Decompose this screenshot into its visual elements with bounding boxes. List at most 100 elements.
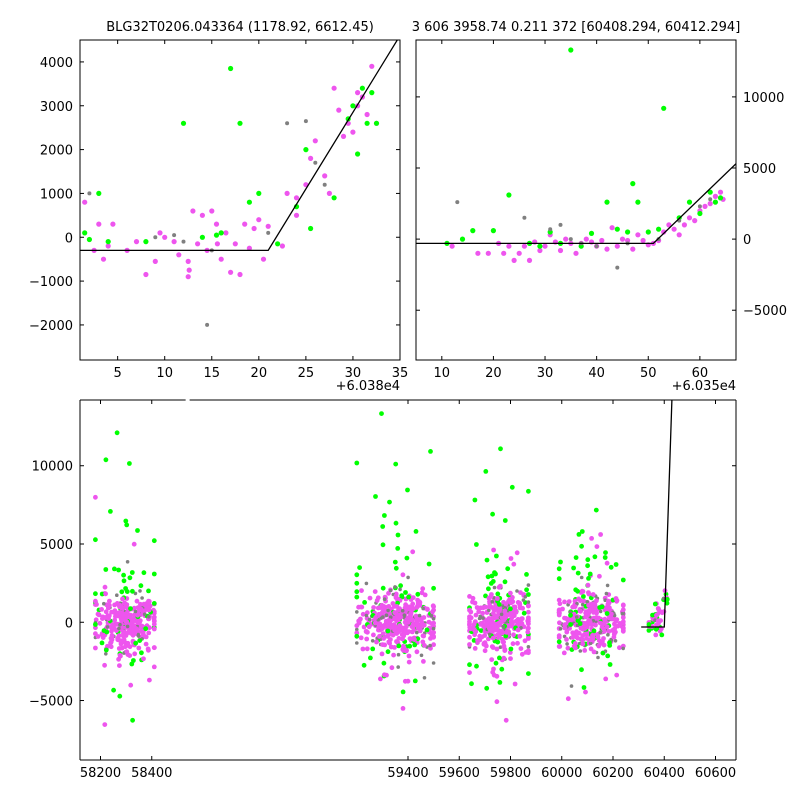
data-point-magenta xyxy=(431,642,436,648)
plot-frame xyxy=(79,39,401,361)
data-point-green xyxy=(579,529,585,534)
data-point-magenta xyxy=(625,237,631,244)
data-point-green xyxy=(412,678,418,684)
data-point-magenta xyxy=(108,644,114,650)
data-point-magenta xyxy=(146,630,152,636)
data-point-magenta xyxy=(571,643,577,649)
data-point-magenta xyxy=(409,617,415,623)
data-point-magenta xyxy=(107,602,112,608)
data-point-magenta xyxy=(218,256,224,262)
data-point-gray xyxy=(515,589,519,593)
data-point-magenta xyxy=(190,208,196,214)
data-point-magenta xyxy=(394,639,399,644)
x-tick-label: 15 xyxy=(203,366,220,381)
data-point-magenta xyxy=(94,602,99,607)
data-point-green xyxy=(368,655,373,661)
data-point-gray xyxy=(398,587,402,592)
data-point-magenta xyxy=(402,678,408,684)
data-point-magenta xyxy=(599,237,605,244)
data-point-green xyxy=(635,199,641,205)
data-point-gray xyxy=(490,600,495,604)
data-point-gray xyxy=(526,583,531,587)
data-point-green xyxy=(428,449,433,454)
x-tick-label: 35 xyxy=(392,366,409,381)
data-point-green xyxy=(652,601,658,607)
data-point-gray xyxy=(594,244,599,249)
data-point-magenta xyxy=(702,203,708,209)
data-point-magenta xyxy=(609,225,615,231)
data-point-green xyxy=(143,626,149,632)
data-point-green xyxy=(382,513,387,518)
data-point-magenta xyxy=(503,601,509,607)
data-point-green xyxy=(459,236,466,242)
data-point-magenta xyxy=(410,629,415,635)
data-point-magenta xyxy=(358,604,364,610)
data-point-green xyxy=(103,567,109,572)
data-point-magenta xyxy=(600,639,605,645)
y-tick-label: 5000 xyxy=(40,538,73,553)
data-point-magenta xyxy=(364,636,370,642)
data-point-magenta xyxy=(519,651,525,657)
data-point-green xyxy=(537,243,543,249)
data-point-green xyxy=(625,229,631,235)
data-point-green xyxy=(246,199,252,205)
data-point-gray xyxy=(565,642,569,646)
data-point-magenta xyxy=(583,689,588,695)
data-point-gray xyxy=(578,649,583,653)
data-point-magenta xyxy=(102,662,107,668)
y-tick-label: −1000 xyxy=(29,275,73,290)
data-point-magenta xyxy=(381,636,387,641)
data-point-magenta xyxy=(127,653,133,658)
data-point-gray xyxy=(558,627,563,631)
data-point-gray xyxy=(621,646,625,651)
data-point-green xyxy=(495,591,501,597)
data-point-gray xyxy=(384,613,389,617)
data-point-magenta xyxy=(497,583,503,589)
data-point-green xyxy=(237,120,243,126)
data-point-gray xyxy=(429,614,434,618)
data-point-green xyxy=(581,594,586,599)
data-point-magenta xyxy=(377,612,382,617)
data-point-magenta xyxy=(514,550,520,556)
data-point-magenta xyxy=(430,603,436,609)
data-point-magenta xyxy=(620,603,626,608)
data-point-magenta xyxy=(308,155,314,161)
data-point-gray xyxy=(615,265,620,270)
data-point-magenta xyxy=(403,648,409,654)
x-tick-label: 59800 xyxy=(490,766,531,781)
data-point-green xyxy=(129,661,135,667)
data-point-magenta xyxy=(522,638,528,644)
data-point-gray xyxy=(303,119,308,124)
data-point-green xyxy=(303,147,309,153)
data-point-magenta xyxy=(659,610,665,616)
data-point-gray xyxy=(417,613,422,618)
data-point-magenta xyxy=(400,572,406,578)
x-tick-label: 10 xyxy=(156,366,173,381)
y-tick-label: 10000 xyxy=(743,91,784,106)
data-point-magenta xyxy=(350,129,356,135)
data-point-magenta xyxy=(132,630,138,636)
data-point-magenta xyxy=(390,601,396,606)
data-point-magenta xyxy=(564,629,570,635)
data-point-magenta xyxy=(520,605,525,611)
data-point-gray xyxy=(598,609,603,614)
data-point-green xyxy=(508,606,513,612)
data-point-gray xyxy=(367,617,372,622)
data-point-green xyxy=(496,602,502,607)
data-point-magenta xyxy=(152,258,158,264)
data-point-gray xyxy=(205,322,210,327)
data-point-green xyxy=(117,693,123,699)
data-point-magenta xyxy=(415,603,420,609)
data-point-magenta xyxy=(406,659,412,665)
data-point-gray xyxy=(499,612,504,617)
data-point-magenta xyxy=(609,611,614,617)
data-point-magenta xyxy=(256,217,262,223)
data-point-magenta xyxy=(97,620,103,626)
data-point-green xyxy=(350,103,356,109)
data-point-green xyxy=(526,671,531,676)
data-point-green xyxy=(509,484,515,490)
y-tick-label: 4000 xyxy=(40,56,73,71)
data-point-magenta xyxy=(110,622,115,628)
data-point-magenta xyxy=(575,635,581,641)
data-point-green xyxy=(308,225,314,232)
